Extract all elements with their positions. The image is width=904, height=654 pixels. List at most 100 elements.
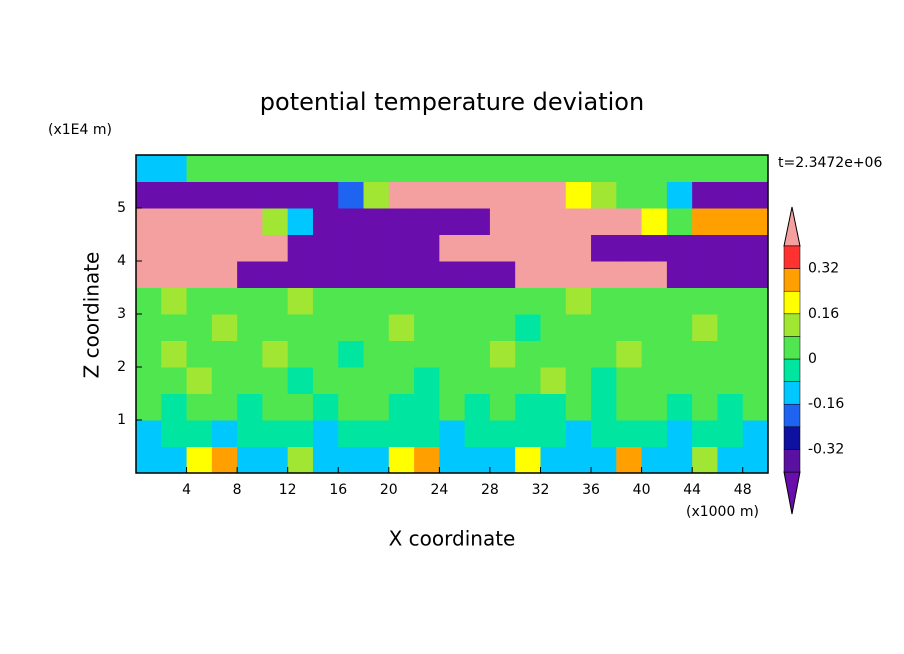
contour-cell — [616, 208, 643, 235]
contour-cell — [161, 446, 188, 474]
contour-cell — [439, 208, 466, 235]
contour-cell — [414, 367, 440, 394]
contour-cell — [136, 446, 162, 474]
contour-cell — [692, 340, 718, 368]
contour-cell — [616, 446, 643, 474]
contour-cell — [262, 314, 289, 341]
contour-cell — [186, 261, 213, 288]
contour-cell — [338, 340, 365, 368]
contour-cell — [237, 234, 263, 262]
colorbar-high — [783, 206, 801, 247]
contour-cell — [717, 287, 744, 315]
contour-cell — [591, 287, 617, 315]
contour-cell — [136, 314, 162, 341]
contour-cell — [616, 393, 643, 421]
contour-cell — [186, 208, 213, 235]
contour-cell — [692, 261, 718, 288]
contour-cell — [565, 181, 592, 209]
colorbar-band — [783, 381, 801, 405]
contour-cell — [186, 234, 213, 262]
x-unit: (x1000 m) — [686, 504, 759, 520]
contour-cell — [439, 340, 466, 368]
contour-cell — [287, 340, 314, 368]
contour-cell — [616, 155, 643, 182]
contour-cell — [641, 420, 668, 447]
contour-cell — [363, 367, 390, 394]
contour-cell — [414, 314, 440, 341]
x-axis-label: X coordinate — [389, 527, 516, 551]
y-unit: (x1E4 m) — [48, 122, 112, 138]
x-tick-label: 24 — [430, 482, 448, 498]
contour-cell — [717, 208, 744, 235]
contour-cell — [211, 181, 238, 209]
contour-cell — [464, 420, 491, 447]
x-tick-label: 8 — [233, 482, 242, 498]
y-tick-label: 5 — [117, 200, 126, 216]
colorbar-tick-label: 0.32 — [808, 261, 839, 277]
contour-cell — [717, 155, 744, 182]
contour-cell — [565, 420, 592, 447]
contour-cell — [540, 393, 567, 421]
contour-cell — [363, 446, 390, 474]
contour-cell — [489, 261, 516, 288]
contour-cell — [211, 155, 238, 182]
contour-cell — [439, 446, 466, 474]
contour-cell — [312, 208, 339, 235]
contour-cell — [287, 181, 314, 209]
contour-cell — [161, 234, 188, 262]
contour-cell — [287, 314, 314, 341]
contour-cell — [641, 181, 668, 209]
contour-cell — [489, 420, 516, 447]
contour-cell — [666, 393, 693, 421]
contour-cell — [262, 420, 289, 447]
contour-cell — [666, 155, 693, 182]
contour-cell — [338, 420, 365, 447]
contour-cell — [717, 446, 744, 474]
contour-cell — [742, 314, 769, 341]
contour-cell — [565, 261, 592, 288]
contour-cell — [616, 287, 643, 315]
contour-cell — [186, 181, 213, 209]
contour-cell — [363, 287, 390, 315]
contour-cell — [717, 367, 744, 394]
contour-cell — [464, 393, 491, 421]
colorbar-band — [783, 313, 801, 337]
contour-cell — [540, 208, 567, 235]
contour-cell — [237, 367, 263, 394]
contour-cell — [287, 234, 314, 262]
contour-cell — [515, 314, 541, 341]
contour-cell — [237, 208, 263, 235]
contour-cell — [186, 446, 213, 474]
contour-cell — [515, 393, 541, 421]
colorbar-band — [783, 426, 801, 450]
contour-cell — [161, 340, 188, 368]
contour-cell — [186, 393, 213, 421]
x-tick-label: 36 — [582, 482, 600, 498]
contour-cell — [338, 287, 365, 315]
contour-cell — [312, 314, 339, 341]
contour-cell — [338, 314, 365, 341]
contour-cell — [540, 234, 567, 262]
contour-cell — [211, 287, 238, 315]
contour-cell — [237, 340, 263, 368]
contour-cell — [591, 340, 617, 368]
y-axis-label: Z coordinate — [80, 252, 104, 379]
contour-cell — [237, 181, 263, 209]
contour-cell — [464, 314, 491, 341]
contour-cell — [312, 420, 339, 447]
contour-cell — [262, 181, 289, 209]
contour-cell — [287, 287, 314, 315]
contour-cell — [616, 340, 643, 368]
contour-cell — [211, 446, 238, 474]
x-tick-label: 4 — [182, 482, 191, 498]
colorbar-band — [783, 336, 801, 360]
contour-cell — [565, 287, 592, 315]
contour-cell — [262, 208, 289, 235]
contour-cell — [262, 155, 289, 182]
contour-cell — [717, 261, 744, 288]
contour-cell — [515, 181, 541, 209]
contour-cell — [641, 208, 668, 235]
contour-cell — [186, 155, 213, 182]
contour-cell — [666, 287, 693, 315]
contour-cell — [515, 287, 541, 315]
